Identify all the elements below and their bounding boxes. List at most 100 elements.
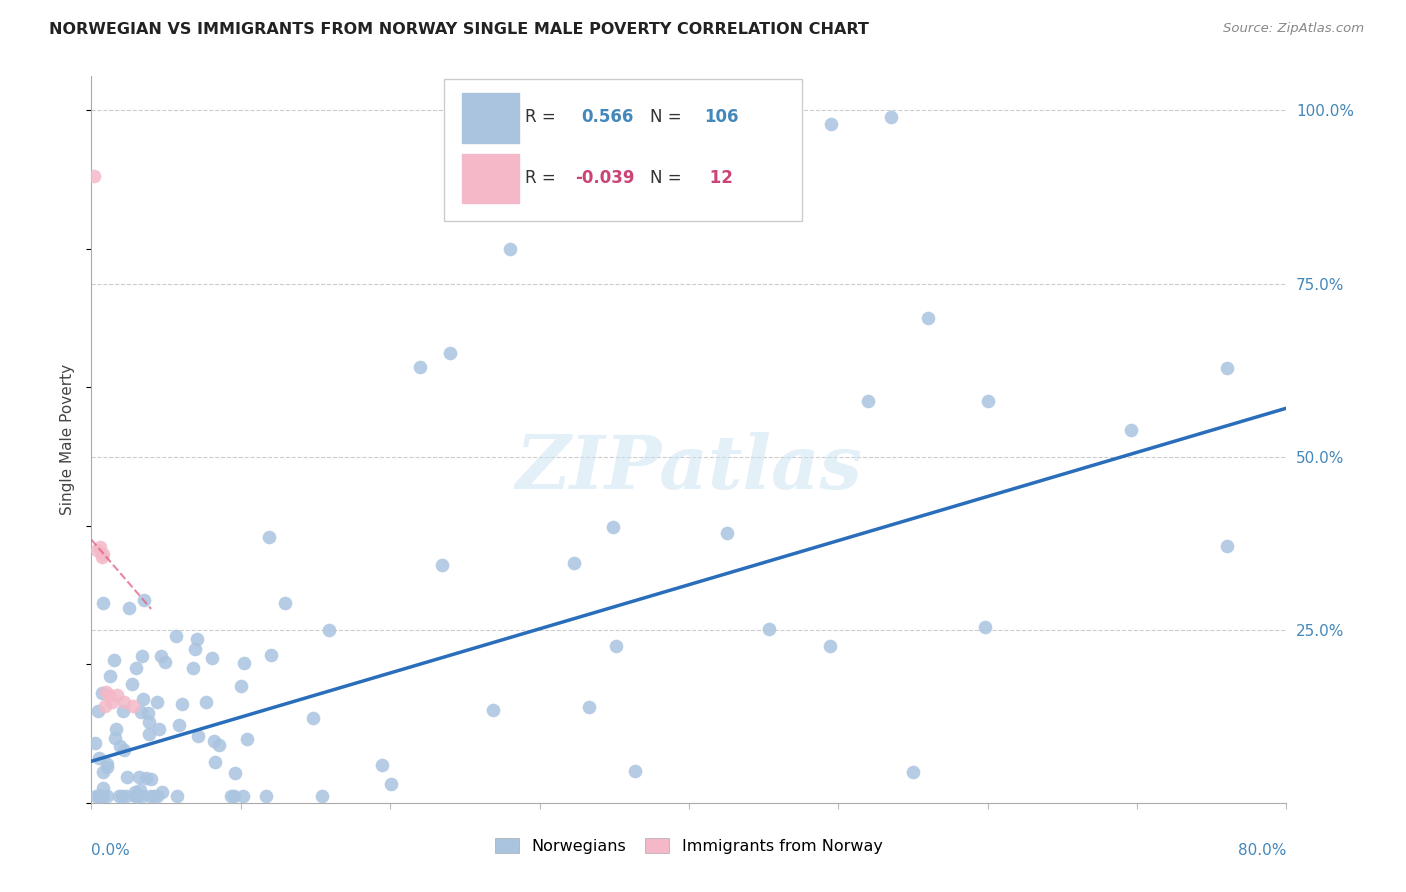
Point	[134, 593, 156, 607]
Point	[499, 242, 522, 256]
Point	[380, 777, 402, 791]
Point	[89, 750, 111, 764]
Point	[138, 714, 160, 729]
Point	[124, 784, 146, 798]
Point	[623, 764, 645, 779]
Point	[1216, 539, 1239, 553]
Point	[145, 789, 167, 803]
Point	[167, 717, 190, 731]
Point	[83, 169, 105, 184]
Point	[87, 789, 110, 803]
Point	[131, 789, 153, 803]
Point	[103, 653, 125, 667]
Point	[146, 695, 169, 709]
Point	[318, 624, 340, 638]
Point	[602, 520, 624, 534]
Text: 0.566: 0.566	[582, 108, 634, 127]
Point	[181, 661, 204, 675]
Point	[858, 394, 880, 409]
Point	[1216, 360, 1239, 375]
Point	[716, 525, 738, 540]
Text: NORWEGIAN VS IMMIGRANTS FROM NORWAY SINGLE MALE POVERTY CORRELATION CHART: NORWEGIAN VS IMMIGRANTS FROM NORWAY SING…	[49, 22, 869, 37]
Text: R =: R =	[526, 169, 561, 186]
Point	[194, 695, 217, 709]
Point	[105, 689, 128, 703]
Point	[186, 632, 208, 647]
Point	[143, 789, 166, 803]
Point	[232, 789, 254, 803]
Point	[86, 789, 108, 803]
Point	[439, 345, 461, 359]
Point	[183, 642, 205, 657]
Text: -0.039: -0.039	[575, 169, 636, 186]
Point	[139, 789, 162, 803]
Point	[128, 782, 150, 797]
Point	[89, 540, 111, 554]
Point	[208, 738, 231, 752]
Point	[136, 706, 159, 720]
Point	[91, 780, 114, 795]
Point	[90, 549, 112, 564]
Point	[221, 789, 243, 803]
Text: 106: 106	[704, 108, 740, 127]
Point	[86, 704, 108, 718]
Point	[131, 649, 153, 664]
Point	[96, 789, 118, 803]
Point	[94, 698, 117, 713]
Point	[124, 789, 146, 803]
Point	[128, 770, 150, 784]
Text: 0.0%: 0.0%	[91, 843, 131, 858]
Point	[259, 648, 281, 663]
Point	[202, 734, 225, 748]
Point	[125, 789, 148, 803]
Point	[115, 770, 138, 784]
Legend: Norwegians, Immigrants from Norway: Norwegians, Immigrants from Norway	[488, 832, 890, 860]
Text: ZIPatlas: ZIPatlas	[516, 432, 862, 505]
Point	[224, 789, 246, 803]
Point	[233, 656, 256, 670]
Point	[86, 543, 108, 558]
Point	[121, 677, 143, 691]
Point	[578, 700, 600, 714]
Point	[758, 622, 780, 636]
Point	[409, 359, 432, 374]
Point	[84, 736, 107, 750]
Point	[122, 698, 145, 713]
Text: N =: N =	[650, 108, 686, 127]
Point	[87, 789, 110, 803]
Point	[274, 596, 297, 610]
Point	[973, 620, 995, 634]
Text: 12: 12	[704, 169, 734, 186]
Y-axis label: Single Male Poverty: Single Male Poverty	[60, 364, 76, 515]
Point	[108, 789, 131, 803]
Point	[917, 311, 939, 326]
Point	[111, 704, 134, 718]
Point	[112, 742, 135, 756]
Point	[91, 789, 114, 803]
Point	[138, 727, 160, 741]
Point	[430, 558, 453, 573]
Point	[153, 655, 176, 669]
Point	[311, 789, 333, 803]
Point	[104, 722, 127, 736]
Point	[150, 785, 173, 799]
Point	[91, 765, 114, 780]
Point	[125, 661, 148, 675]
Point	[820, 117, 842, 131]
Point	[104, 731, 127, 746]
Text: R =: R =	[526, 108, 561, 127]
Point	[93, 547, 115, 561]
Point	[112, 695, 135, 709]
FancyBboxPatch shape	[444, 79, 803, 221]
Point	[302, 711, 325, 725]
Point	[648, 194, 671, 208]
Text: N =: N =	[650, 169, 686, 186]
Point	[129, 706, 152, 720]
Text: 80.0%: 80.0%	[1239, 843, 1286, 858]
Point	[111, 789, 134, 803]
Point	[96, 757, 118, 772]
Point	[98, 689, 121, 703]
Point	[236, 731, 259, 746]
Point	[100, 669, 122, 683]
Point	[820, 640, 842, 654]
